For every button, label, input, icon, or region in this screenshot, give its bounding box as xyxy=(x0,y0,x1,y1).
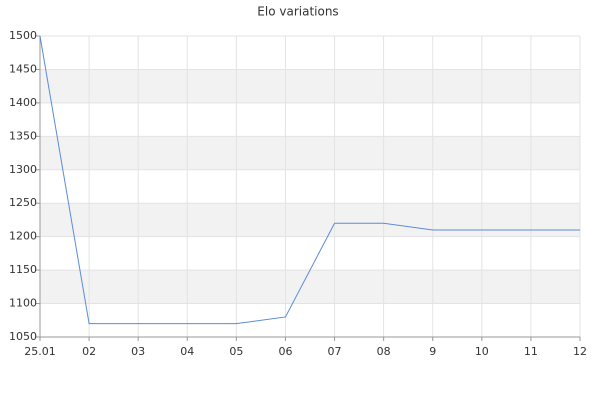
y-tick-label: 1300 xyxy=(9,163,37,176)
x-tick-label: 02 xyxy=(82,345,96,358)
x-tick-label: 25.01 xyxy=(24,345,56,358)
x-tick-label: 03 xyxy=(131,345,145,358)
x-tick-label: 12 xyxy=(573,345,587,358)
chart-title: Elo variations xyxy=(257,5,338,19)
x-tick-label: 10 xyxy=(475,345,489,358)
series-line xyxy=(39,35,580,325)
x-tick-label: 9 xyxy=(429,345,436,358)
y-tick-label: 1400 xyxy=(9,96,37,109)
y-tick-label: 1450 xyxy=(9,62,37,75)
y-tick-label: 1250 xyxy=(9,196,37,209)
x-tick-label: 08 xyxy=(377,345,391,358)
y-tick-label: 1050 xyxy=(9,330,37,343)
y-tick-label: 1350 xyxy=(9,129,37,142)
y-tick-label: 1500 xyxy=(9,29,37,42)
y-tick-label: 1200 xyxy=(9,230,37,243)
x-tick-label: 05 xyxy=(229,345,243,358)
x-tick-label: 04 xyxy=(180,345,194,358)
grid-band xyxy=(40,69,580,103)
grid-band xyxy=(40,270,580,304)
y-tick-label: 1100 xyxy=(9,297,37,310)
x-tick-label: 11 xyxy=(524,345,538,358)
y-tick-label: 1150 xyxy=(9,263,37,276)
x-tick-label: 07 xyxy=(328,345,342,358)
x-tick-label: 06 xyxy=(278,345,292,358)
grid-band xyxy=(40,136,580,170)
grid-band xyxy=(40,203,580,237)
